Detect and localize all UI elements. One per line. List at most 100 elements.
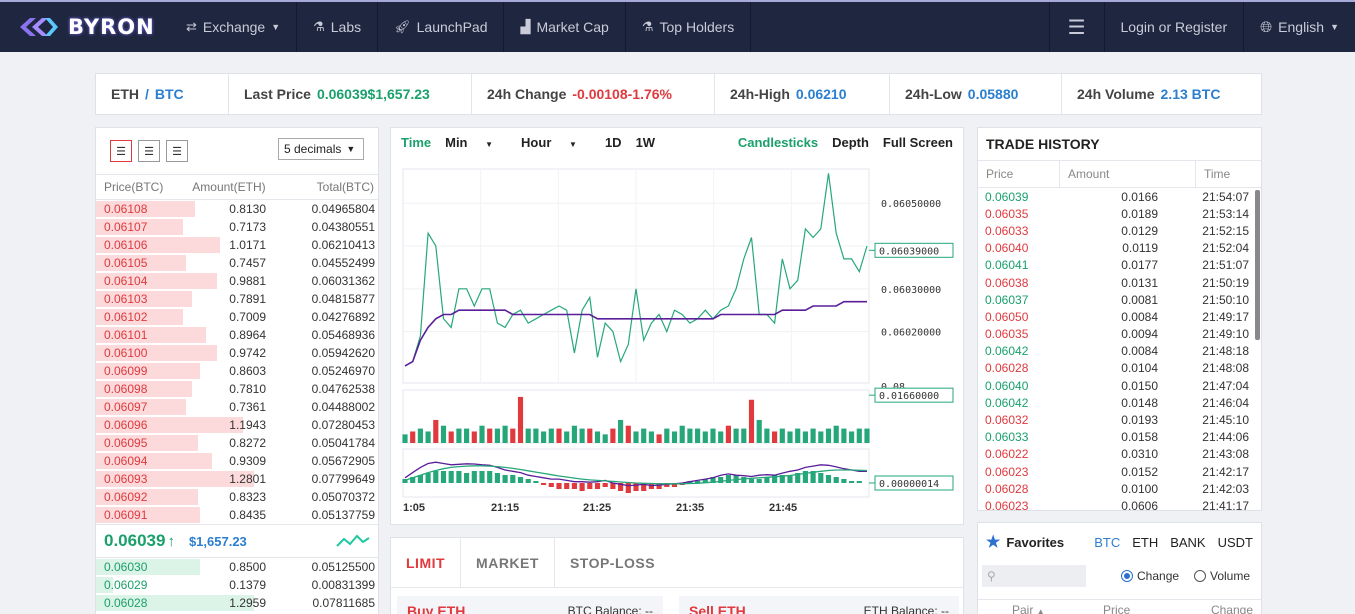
login-register-link[interactable]: Login or Register <box>1103 2 1244 52</box>
macd-bar <box>818 473 824 483</box>
current-macd-label: 0.00000014 <box>879 479 939 490</box>
ask-price: 0.06097 <box>104 400 148 414</box>
trade-time: 21:46:04 <box>1202 395 1249 410</box>
interval-1w[interactable]: 1W <box>635 134 656 150</box>
ask-row[interactable]: 0.06107 0.7173 0.04380551 <box>96 218 378 236</box>
trade-time: 21:49:10 <box>1202 327 1249 342</box>
ask-row[interactable]: 0.06092 0.8323 0.05070372 <box>96 488 378 506</box>
market-bank[interactable]: BANK <box>1170 534 1206 550</box>
fav-col-pair[interactable]: Pair ▲ <box>1012 603 1045 614</box>
tab-market[interactable]: MARKET <box>461 538 555 587</box>
volume-top-label: 0.08 <box>881 382 905 393</box>
bid-row[interactable]: 0.06029 0.1379 0.00831399 <box>96 576 378 594</box>
current-macd-box <box>874 475 954 491</box>
pair-quote: BTC <box>154 86 184 102</box>
volume-bar <box>479 425 485 443</box>
volume-bar <box>433 419 439 443</box>
ask-row[interactable]: 0.06102 0.7009 0.04276892 <box>96 308 378 326</box>
volume-bar <box>656 434 662 443</box>
nav-top-holders[interactable]: ⚗ Top Holders <box>626 2 752 52</box>
trade-time: 21:42:03 <box>1202 481 1249 496</box>
ask-row[interactable]: 0.06095 0.8272 0.05041784 <box>96 434 378 452</box>
volume-bar <box>594 431 601 443</box>
ask-row[interactable]: 0.06108 0.8130 0.04965804 <box>96 200 378 218</box>
trade-amount: 0.0152 <box>1121 464 1158 479</box>
macd-bar <box>548 483 554 487</box>
interval-min[interactable]: Min ▼ <box>445 134 494 150</box>
ask-depth-bar <box>96 363 201 379</box>
decimals-select[interactable]: 5 decimals ▼ <box>278 138 364 160</box>
fav-col-price[interactable]: Price <box>1103 603 1131 614</box>
ask-total: 0.04380551 <box>311 220 375 234</box>
macd-bar <box>564 483 570 489</box>
ask-row[interactable]: 0.06094 0.9309 0.05672905 <box>96 452 378 470</box>
nav-exchange[interactable]: ⇄ Exchange ▼ <box>170 2 298 52</box>
price-chart[interactable]: 0.06050000 0.06030000 0.06020000 0.06039000… <box>391 157 963 525</box>
sort-volume-radio[interactable]: Volume <box>1194 569 1250 583</box>
bid-row[interactable]: 0.06030 0.8500 0.05125500 <box>96 558 378 576</box>
volume-bar <box>679 425 685 443</box>
trade-scrollbar[interactable] <box>1255 190 1260 340</box>
volume-bar <box>825 428 832 443</box>
ask-price: 0.06105 <box>104 256 148 270</box>
view-bids-button[interactable]: ☰ <box>138 140 160 162</box>
ask-total: 0.05672905 <box>311 454 375 468</box>
ask-row[interactable]: 0.06096 1.1943 0.07280453 <box>96 416 378 434</box>
market-usdt[interactable]: USDT <box>1217 534 1253 550</box>
language-selector[interactable]: 🌐︎ English ▼ <box>1243 2 1355 52</box>
change-value: -0.00108-1.76% <box>572 86 672 102</box>
ask-row[interactable]: 0.06093 1.2801 0.07799649 <box>96 470 378 488</box>
brand-logo[interactable]: BYRON <box>0 2 170 52</box>
trade-amount: 0.0193 <box>1121 413 1158 428</box>
macd-bar <box>825 475 832 483</box>
tab-stop-loss[interactable]: STOP-LOSS <box>569 554 656 571</box>
view-asks-button[interactable]: ☰ <box>166 140 188 162</box>
favorites-title: Favorites <box>1006 534 1065 550</box>
nav-labs[interactable]: ⚗ Labs <box>297 2 379 52</box>
pair-selector[interactable]: ETH / BTC <box>96 74 229 114</box>
market-btc[interactable]: BTC <box>1094 534 1121 550</box>
menu-button[interactable]: ☰ <box>1048 2 1104 52</box>
trade-amount: 0.0129 <box>1121 223 1158 238</box>
interval-hour[interactable]: Hour ▼ <box>521 134 577 150</box>
nav-market-cap[interactable]: ▟ Market Cap <box>504 2 626 52</box>
view-both-button[interactable]: ☰ <box>110 140 132 162</box>
nav-launchpad[interactable]: 🚀︎ LaunchPad <box>378 2 505 52</box>
ask-row[interactable]: 0.06106 1.0171 0.06210413 <box>96 236 378 254</box>
ask-row[interactable]: 0.06099 0.8603 0.05246970 <box>96 362 378 380</box>
ask-total: 0.04552499 <box>311 256 375 270</box>
trade-row: 0.06042 0.0084 21:48:18 <box>978 343 1261 360</box>
favorites-search-input[interactable]: ⚲ <box>982 565 1086 587</box>
trade-amount: 0.0189 <box>1121 206 1158 221</box>
ask-row[interactable]: 0.06103 0.7891 0.04815877 <box>96 290 378 308</box>
tab-limit[interactable]: LIMIT <box>391 538 462 587</box>
ask-row[interactable]: 0.06098 0.7810 0.04762538 <box>96 380 378 398</box>
bid-total: 0.00831399 <box>311 578 375 592</box>
trade-amount: 0.0100 <box>1121 481 1158 496</box>
radio-checked-icon <box>1121 570 1133 582</box>
fullscreen-button[interactable]: Full Screen <box>882 134 953 150</box>
price-tick-label: 0.06020000 <box>881 328 941 339</box>
time-tick-label: 21:15 <box>491 502 519 514</box>
ask-row[interactable]: 0.06097 0.7361 0.04488002 <box>96 398 378 416</box>
col-price: Price(BTC) <box>104 180 164 194</box>
low-value: 0.05880 <box>967 86 1019 102</box>
candlesticks-button[interactable]: Candlesticks <box>737 134 819 150</box>
depth-button[interactable]: Depth <box>832 134 869 150</box>
fav-col-change[interactable]: Change <box>1210 603 1253 614</box>
interval-1d[interactable]: 1D <box>604 134 622 150</box>
sort-change-radio[interactable]: Change <box>1121 569 1179 583</box>
ask-amount: 0.8603 <box>229 364 266 378</box>
ask-row[interactable]: 0.06100 0.9742 0.05942620 <box>96 344 378 362</box>
ask-row[interactable]: 0.06105 0.7457 0.04552499 <box>96 254 378 272</box>
ask-price: 0.06099 <box>104 364 148 378</box>
ask-row[interactable]: 0.06091 0.8435 0.05137759 <box>96 506 378 524</box>
ask-row[interactable]: 0.06101 0.8964 0.05468936 <box>96 326 378 344</box>
bid-row[interactable]: 0.06028 1.2959 0.07811685 <box>96 594 378 612</box>
market-eth[interactable]: ETH <box>1132 534 1159 550</box>
ask-price: 0.06093 <box>104 472 148 486</box>
trend-icon <box>336 534 370 547</box>
col-total: Total(BTC) <box>316 180 375 194</box>
ask-amount: 0.8964 <box>229 328 266 342</box>
ask-row[interactable]: 0.06104 0.9881 0.06031362 <box>96 272 378 290</box>
